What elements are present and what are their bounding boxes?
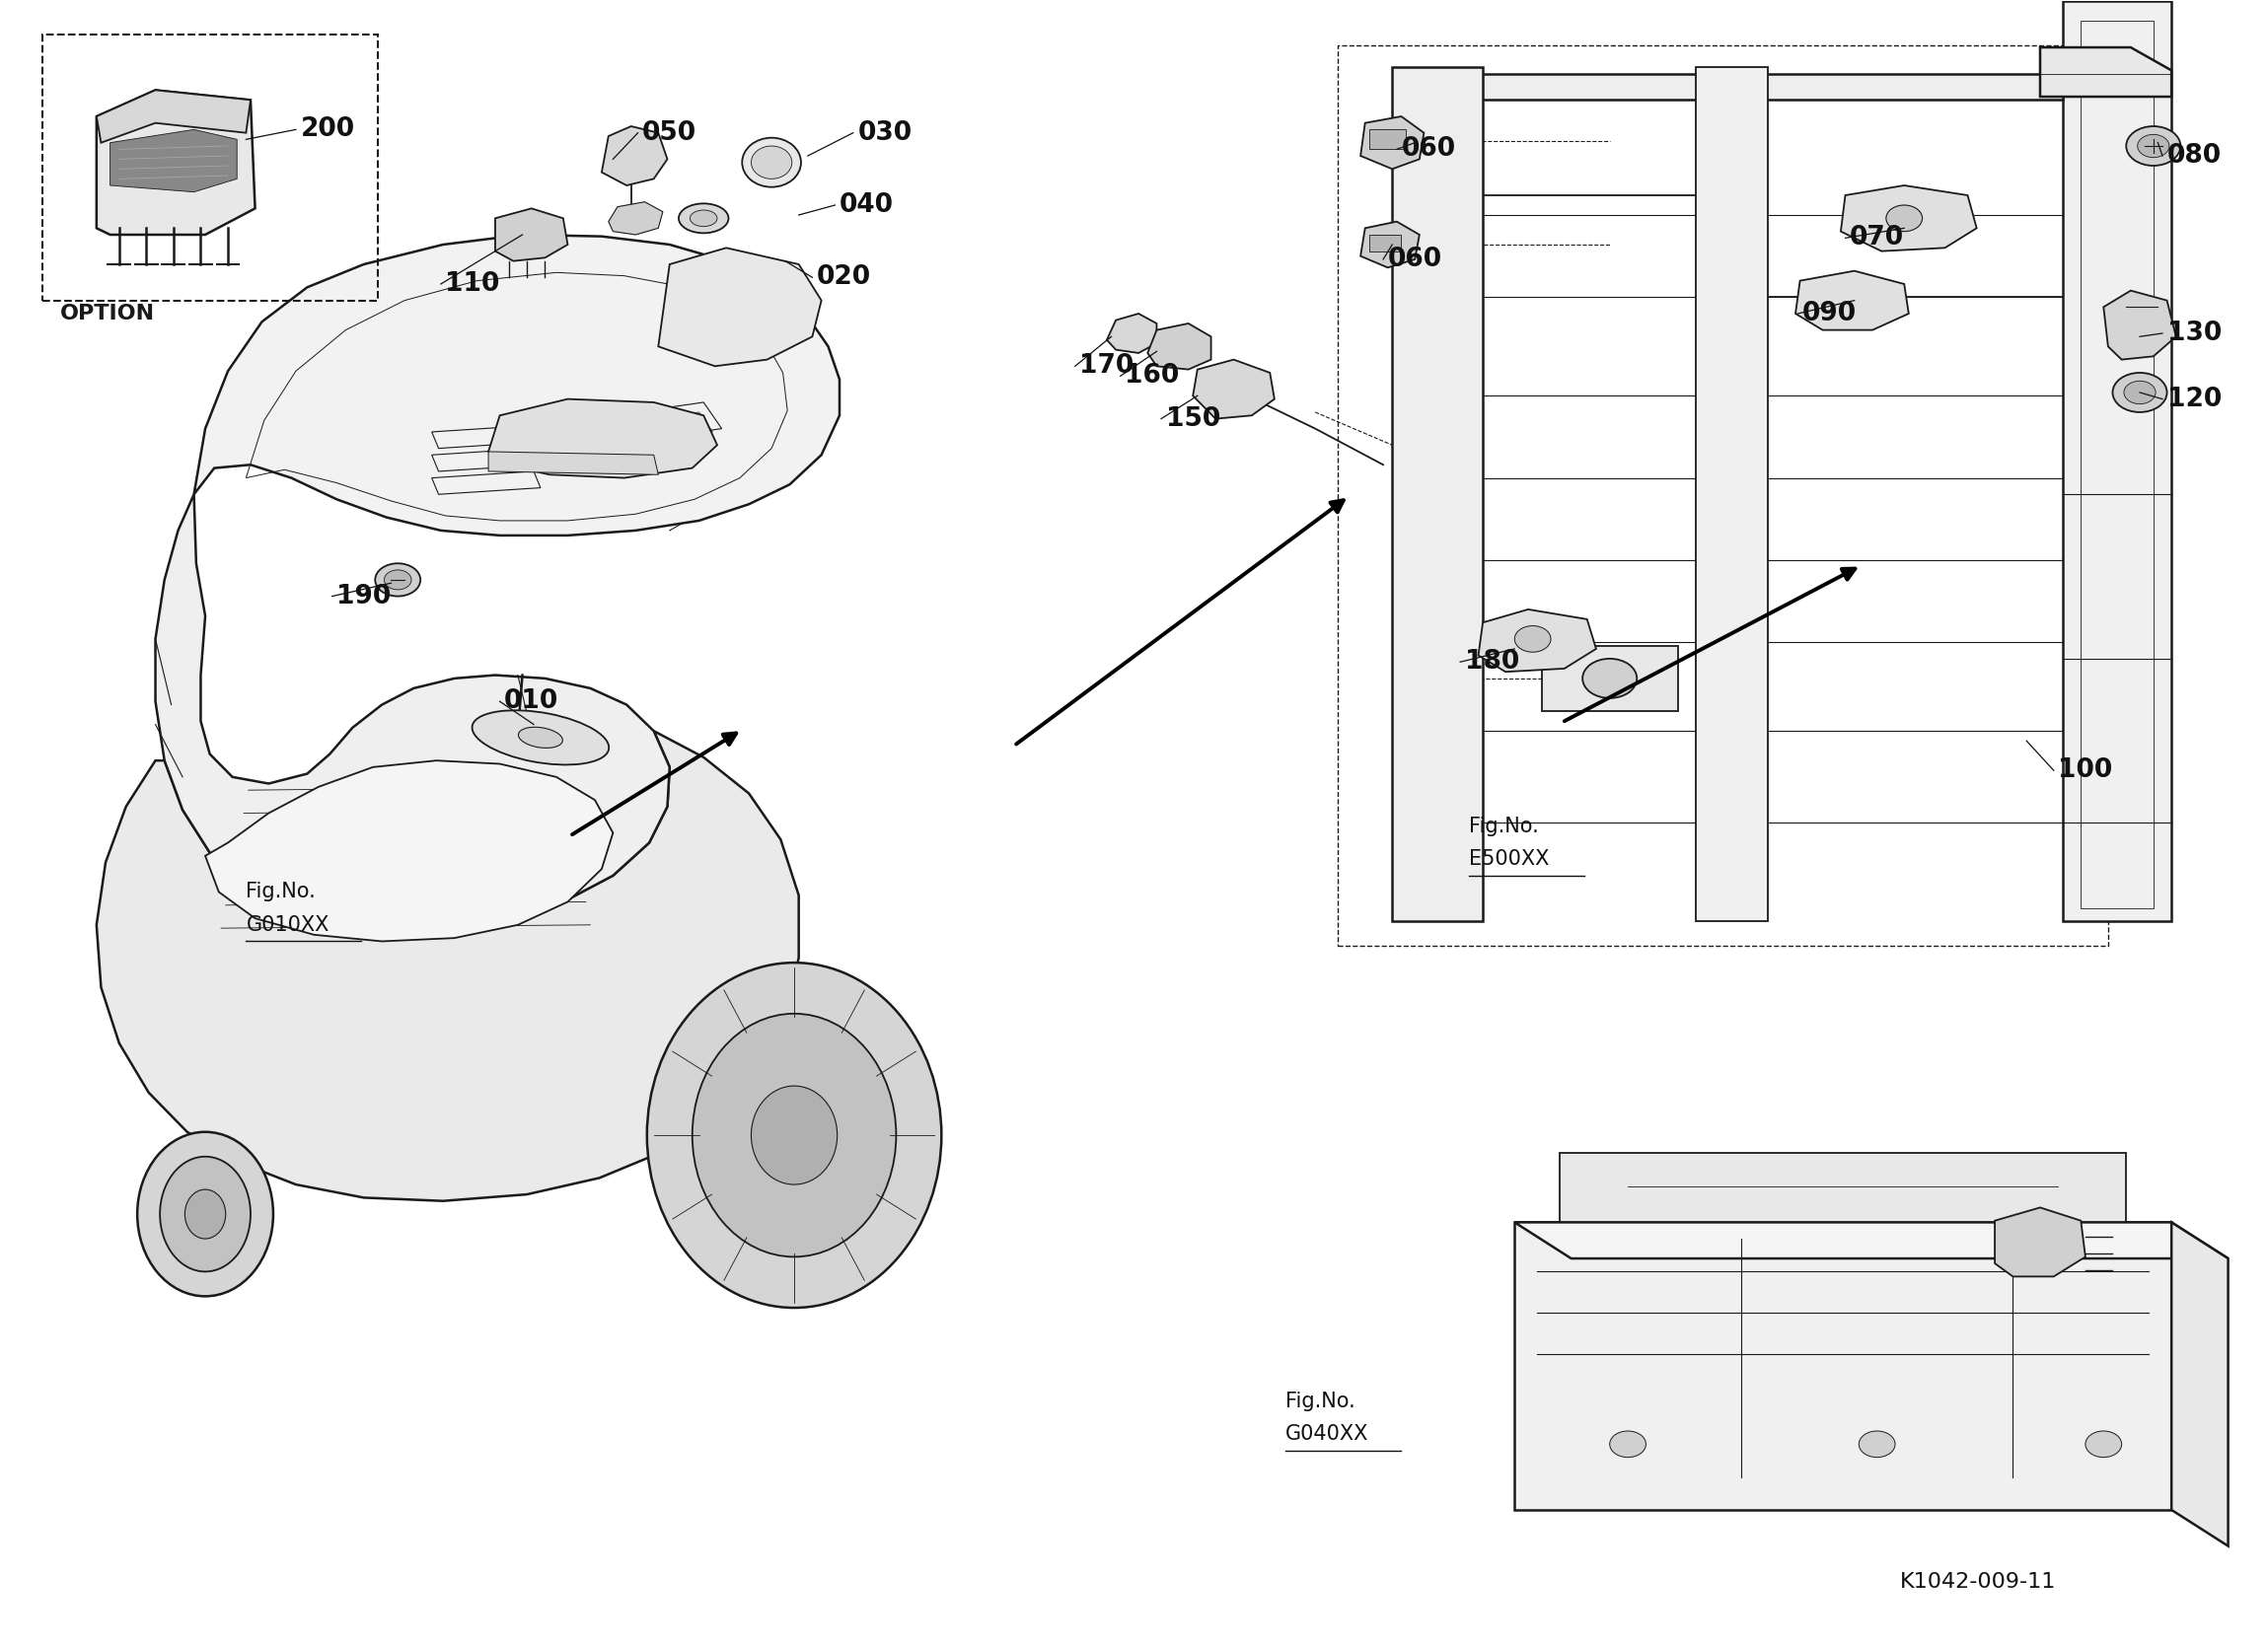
Ellipse shape	[751, 146, 792, 179]
Polygon shape	[658, 249, 821, 365]
Text: 030: 030	[857, 120, 912, 145]
Bar	[1370, 130, 1406, 150]
Polygon shape	[1397, 74, 2064, 100]
Circle shape	[1887, 206, 1923, 232]
Polygon shape	[204, 760, 612, 942]
Polygon shape	[1996, 1208, 2084, 1277]
Text: 100: 100	[2059, 757, 2114, 783]
Polygon shape	[98, 91, 254, 235]
Text: 060: 060	[1402, 137, 1456, 161]
Text: 150: 150	[1166, 407, 1220, 431]
Text: 120: 120	[2166, 387, 2220, 412]
Ellipse shape	[161, 1157, 249, 1272]
Text: E500XX: E500XX	[1470, 849, 1549, 869]
Polygon shape	[2102, 291, 2175, 359]
Polygon shape	[1479, 609, 1597, 672]
Ellipse shape	[742, 138, 801, 188]
Circle shape	[1860, 1430, 1896, 1457]
Text: G010XX: G010XX	[245, 915, 329, 935]
Circle shape	[2112, 372, 2166, 412]
Ellipse shape	[646, 963, 941, 1309]
Bar	[1542, 645, 1678, 711]
Bar	[1393, 67, 1483, 922]
Text: 200: 200	[299, 117, 354, 142]
Text: OPTION: OPTION	[61, 305, 154, 324]
Ellipse shape	[678, 204, 728, 234]
Text: Fig.No.: Fig.No.	[245, 882, 315, 902]
Circle shape	[1583, 658, 1637, 698]
Bar	[1560, 1154, 2125, 1223]
Polygon shape	[1361, 222, 1420, 268]
Text: 080: 080	[2166, 143, 2220, 168]
Circle shape	[1515, 625, 1551, 652]
Bar	[43, 35, 376, 301]
Polygon shape	[494, 209, 567, 262]
Ellipse shape	[472, 711, 608, 765]
Circle shape	[2084, 1430, 2121, 1457]
Text: 040: 040	[839, 193, 894, 217]
Bar	[2064, 2, 2170, 922]
Ellipse shape	[751, 1086, 837, 1185]
Polygon shape	[156, 494, 669, 925]
Circle shape	[1610, 1430, 1647, 1457]
Polygon shape	[1361, 117, 1424, 170]
Polygon shape	[98, 731, 798, 1202]
Text: 160: 160	[1125, 364, 1179, 388]
Text: G040XX: G040XX	[1286, 1424, 1370, 1444]
Text: 090: 090	[1803, 301, 1857, 326]
Text: 060: 060	[1388, 247, 1442, 272]
Text: 170: 170	[1080, 354, 1134, 379]
Circle shape	[2136, 135, 2168, 158]
Text: 020: 020	[816, 265, 871, 290]
Text: 070: 070	[1851, 226, 1905, 250]
Text: 180: 180	[1465, 649, 1520, 675]
Polygon shape	[1842, 186, 1978, 252]
Ellipse shape	[186, 1190, 225, 1239]
Polygon shape	[601, 127, 667, 186]
Circle shape	[374, 563, 420, 596]
Ellipse shape	[689, 211, 717, 227]
Polygon shape	[1148, 324, 1211, 369]
Polygon shape	[1515, 1223, 2227, 1259]
Bar	[1696, 67, 1769, 922]
Polygon shape	[488, 398, 717, 477]
Ellipse shape	[519, 728, 562, 747]
Circle shape	[2125, 127, 2180, 166]
Polygon shape	[1193, 359, 1275, 418]
Ellipse shape	[692, 1014, 896, 1258]
Bar	[1515, 1223, 2170, 1509]
Polygon shape	[1796, 272, 1910, 329]
Text: 110: 110	[445, 272, 499, 296]
Circle shape	[2123, 380, 2155, 403]
Bar	[2080, 21, 2152, 909]
Bar	[1370, 235, 1402, 252]
Text: K1042-009-11: K1042-009-11	[1901, 1572, 2055, 1592]
Text: 010: 010	[503, 688, 558, 714]
Polygon shape	[608, 202, 662, 235]
Text: 130: 130	[2166, 321, 2220, 346]
Polygon shape	[98, 91, 249, 143]
Polygon shape	[2170, 1223, 2227, 1546]
Text: 190: 190	[336, 583, 390, 609]
Ellipse shape	[138, 1132, 272, 1297]
Polygon shape	[2041, 48, 2170, 97]
Text: Fig.No.: Fig.No.	[1286, 1391, 1356, 1411]
Polygon shape	[488, 451, 658, 474]
Polygon shape	[195, 235, 839, 535]
Circle shape	[383, 570, 411, 589]
Polygon shape	[1107, 314, 1157, 352]
Text: Fig.No.: Fig.No.	[1470, 816, 1540, 836]
Text: 050: 050	[642, 120, 696, 145]
Bar	[1338, 46, 2107, 946]
Polygon shape	[111, 130, 236, 193]
